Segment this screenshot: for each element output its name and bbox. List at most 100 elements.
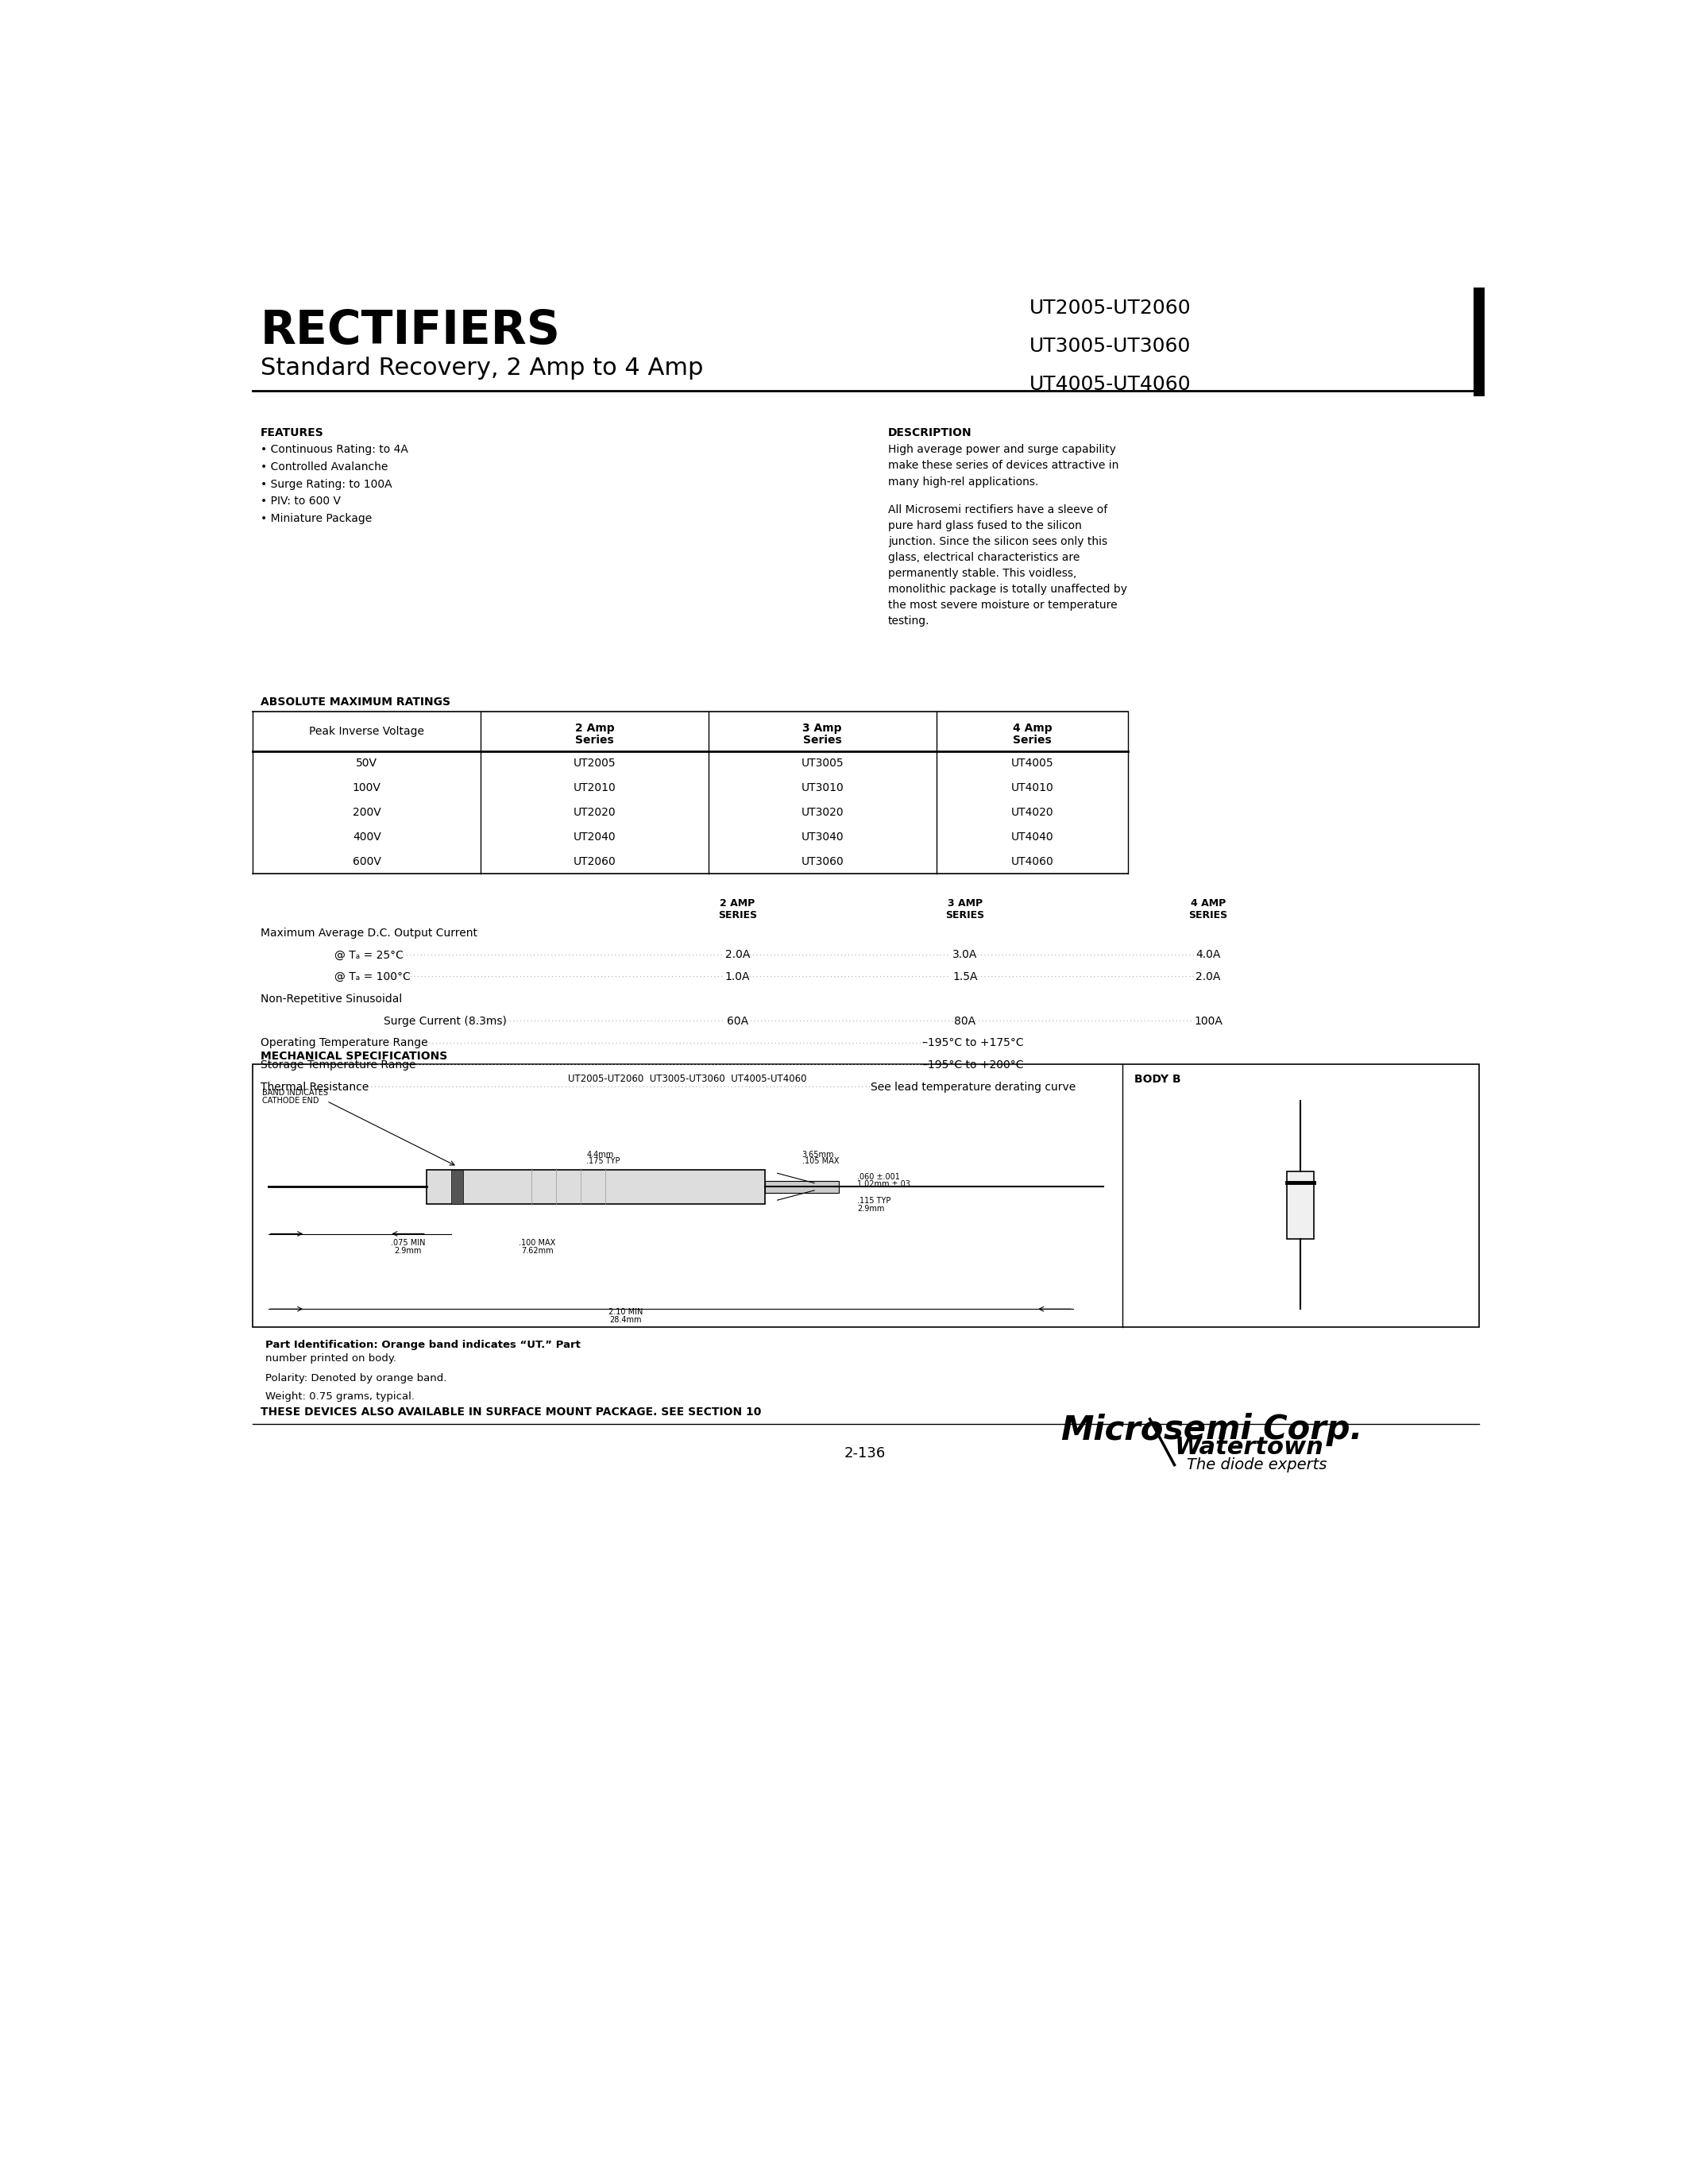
Bar	[253, 1064, 1479, 1328]
Text: Watertown: Watertown	[1175, 1437, 1323, 1459]
Text: Peak Inverse Voltage: Peak Inverse Voltage	[309, 725, 424, 736]
Text: UT3005: UT3005	[802, 758, 844, 769]
Text: See lead temperature derating curve: See lead temperature derating curve	[871, 1081, 1075, 1092]
Text: Weight: 0.75 grams, typical.: Weight: 0.75 grams, typical.	[265, 1391, 415, 1402]
Text: 3.65mm: 3.65mm	[802, 1151, 834, 1158]
Text: UT2010: UT2010	[574, 782, 616, 793]
Text: 2.10 MIN: 2.10 MIN	[609, 1308, 643, 1317]
Text: @ Tₐ = 25°C: @ Tₐ = 25°C	[334, 950, 403, 961]
Text: 200V: 200V	[353, 806, 381, 819]
Text: 80A: 80A	[954, 1016, 976, 1026]
Text: UT2020: UT2020	[574, 806, 616, 819]
Text: • Surge Rating: to 100A: • Surge Rating: to 100A	[260, 478, 392, 489]
Text: junction. Since the silicon sees only this: junction. Since the silicon sees only th…	[888, 535, 1107, 548]
Text: 100V: 100V	[353, 782, 381, 793]
Text: THESE DEVICES ALSO AVAILABLE IN SURFACE MOUNT PACKAGE. SEE SECTION 10: THESE DEVICES ALSO AVAILABLE IN SURFACE …	[260, 1406, 761, 1417]
Text: 28.4mm: 28.4mm	[609, 1317, 641, 1324]
Text: 4.0A: 4.0A	[1195, 950, 1220, 961]
Text: –195°C to +175°C: –195°C to +175°C	[922, 1037, 1023, 1048]
Text: CATHODE END: CATHODE END	[262, 1096, 319, 1105]
Text: Standard Recovery, 2 Amp to 4 Amp: Standard Recovery, 2 Amp to 4 Amp	[260, 356, 702, 380]
Text: UT3060: UT3060	[802, 856, 844, 867]
Text: make these series of devices attractive in: make these series of devices attractive …	[888, 461, 1119, 472]
Text: 2.9mm: 2.9mm	[395, 1247, 422, 1256]
Text: @ Tₐ = 100°C: @ Tₐ = 100°C	[334, 972, 410, 983]
Text: 3 AMP: 3 AMP	[947, 898, 982, 909]
Text: • Miniature Package: • Miniature Package	[260, 513, 371, 524]
Text: 100A: 100A	[1193, 1016, 1222, 1026]
Text: 400V: 400V	[353, 832, 381, 843]
Text: UT3040: UT3040	[802, 832, 844, 843]
Text: pure hard glass fused to the silicon: pure hard glass fused to the silicon	[888, 520, 1082, 531]
Text: 4 Amp: 4 Amp	[1013, 723, 1052, 734]
Text: 2.0A: 2.0A	[1195, 972, 1220, 983]
Text: FEATURES: FEATURES	[260, 428, 324, 439]
Text: 3.0A: 3.0A	[952, 950, 977, 961]
Text: –195°C to +200°C: –195°C to +200°C	[922, 1059, 1023, 1070]
Text: • PIV: to 600 V: • PIV: to 600 V	[260, 496, 341, 507]
Text: UT2005-UT2060  UT3005-UT3060  UT4005-UT4060: UT2005-UT2060 UT3005-UT3060 UT4005-UT406…	[569, 1075, 807, 1083]
Text: monolithic package is totally unaffected by: monolithic package is totally unaffected…	[888, 583, 1128, 594]
Text: Series: Series	[1013, 734, 1052, 747]
Text: permanently stable. This voidless,: permanently stable. This voidless,	[888, 568, 1077, 579]
Text: UT4005-UT4060: UT4005-UT4060	[1030, 376, 1192, 393]
Text: BAND INDICATES: BAND INDICATES	[262, 1090, 327, 1096]
Text: UT4020: UT4020	[1011, 806, 1053, 819]
Text: RECTIFIERS: RECTIFIERS	[260, 308, 560, 354]
Text: Maximum Average D.C. Output Current: Maximum Average D.C. Output Current	[260, 928, 478, 939]
Bar	[765, 1182, 839, 1192]
Text: UT3020: UT3020	[802, 806, 844, 819]
Text: Surge Current (8.3ms): Surge Current (8.3ms)	[383, 1016, 506, 1026]
Bar	[427, 1171, 765, 1203]
Text: Polarity: Denoted by orange band.: Polarity: Denoted by orange band.	[265, 1374, 447, 1382]
Text: 1.0A: 1.0A	[724, 972, 749, 983]
Text: DESCRIPTION: DESCRIPTION	[888, 428, 972, 439]
Bar	[1288, 1171, 1315, 1238]
Text: ABSOLUTE MAXIMUM RATINGS: ABSOLUTE MAXIMUM RATINGS	[260, 697, 451, 708]
Text: Micro: Micro	[1060, 1413, 1163, 1446]
Text: glass, electrical characteristics are: glass, electrical characteristics are	[888, 553, 1080, 563]
Text: • Continuous Rating: to 4A: • Continuous Rating: to 4A	[260, 443, 408, 456]
Text: Storage Temperature Range: Storage Temperature Range	[260, 1059, 415, 1070]
Text: many high-rel applications.: many high-rel applications.	[888, 476, 1038, 487]
Text: UT3005-UT3060: UT3005-UT3060	[1030, 336, 1192, 356]
Text: UT4005: UT4005	[1011, 758, 1053, 769]
Bar	[451, 1171, 464, 1203]
Text: 2.9mm: 2.9mm	[858, 1203, 885, 1212]
Text: 50V: 50V	[356, 758, 378, 769]
Text: MECHANICAL SPECIFICATIONS: MECHANICAL SPECIFICATIONS	[260, 1051, 447, 1061]
Text: Operating Temperature Range: Operating Temperature Range	[260, 1037, 427, 1048]
Text: UT4060: UT4060	[1011, 856, 1053, 867]
Text: 1.5A: 1.5A	[952, 972, 977, 983]
Text: Non-Repetitive Sinusoidal: Non-Repetitive Sinusoidal	[260, 994, 402, 1005]
Text: UT4040: UT4040	[1011, 832, 1053, 843]
Text: 2.0A: 2.0A	[724, 950, 749, 961]
Text: .075 MIN: .075 MIN	[390, 1238, 425, 1247]
Text: SERIES: SERIES	[1188, 911, 1227, 922]
Text: UT4010: UT4010	[1011, 782, 1053, 793]
Text: Thermal Resistance: Thermal Resistance	[260, 1081, 368, 1092]
Text: BODY B: BODY B	[1134, 1075, 1182, 1085]
Text: 2 AMP: 2 AMP	[719, 898, 755, 909]
Text: Series: Series	[576, 734, 614, 747]
Text: 2 Amp: 2 Amp	[576, 723, 614, 734]
Text: All Microsemi rectifiers have a sleeve of: All Microsemi rectifiers have a sleeve o…	[888, 505, 1107, 515]
Text: SERIES: SERIES	[717, 911, 756, 922]
Text: UT2005-UT2060: UT2005-UT2060	[1030, 299, 1192, 319]
Text: Part Identification: Orange band indicates “UT.” Part: Part Identification: Orange band indicat…	[265, 1339, 581, 1350]
Text: the most severe moisture or temperature: the most severe moisture or temperature	[888, 601, 1117, 612]
Text: 4.4mm: 4.4mm	[586, 1151, 614, 1158]
Text: 2-136: 2-136	[844, 1446, 886, 1461]
Text: .060 ±.001: .060 ±.001	[858, 1173, 900, 1182]
Text: UT3010: UT3010	[802, 782, 844, 793]
Text: Series: Series	[803, 734, 842, 747]
Text: .115 TYP: .115 TYP	[858, 1197, 891, 1206]
Text: UT2040: UT2040	[574, 832, 616, 843]
Text: semi Corp.: semi Corp.	[1165, 1413, 1362, 1446]
Text: .105 MAX: .105 MAX	[802, 1158, 839, 1164]
Text: 60A: 60A	[726, 1016, 748, 1026]
Text: • Controlled Avalanche: • Controlled Avalanche	[260, 461, 388, 472]
Text: number printed on body.: number printed on body.	[265, 1354, 397, 1363]
Text: UT2060: UT2060	[574, 856, 616, 867]
Text: 4 AMP: 4 AMP	[1190, 898, 1225, 909]
